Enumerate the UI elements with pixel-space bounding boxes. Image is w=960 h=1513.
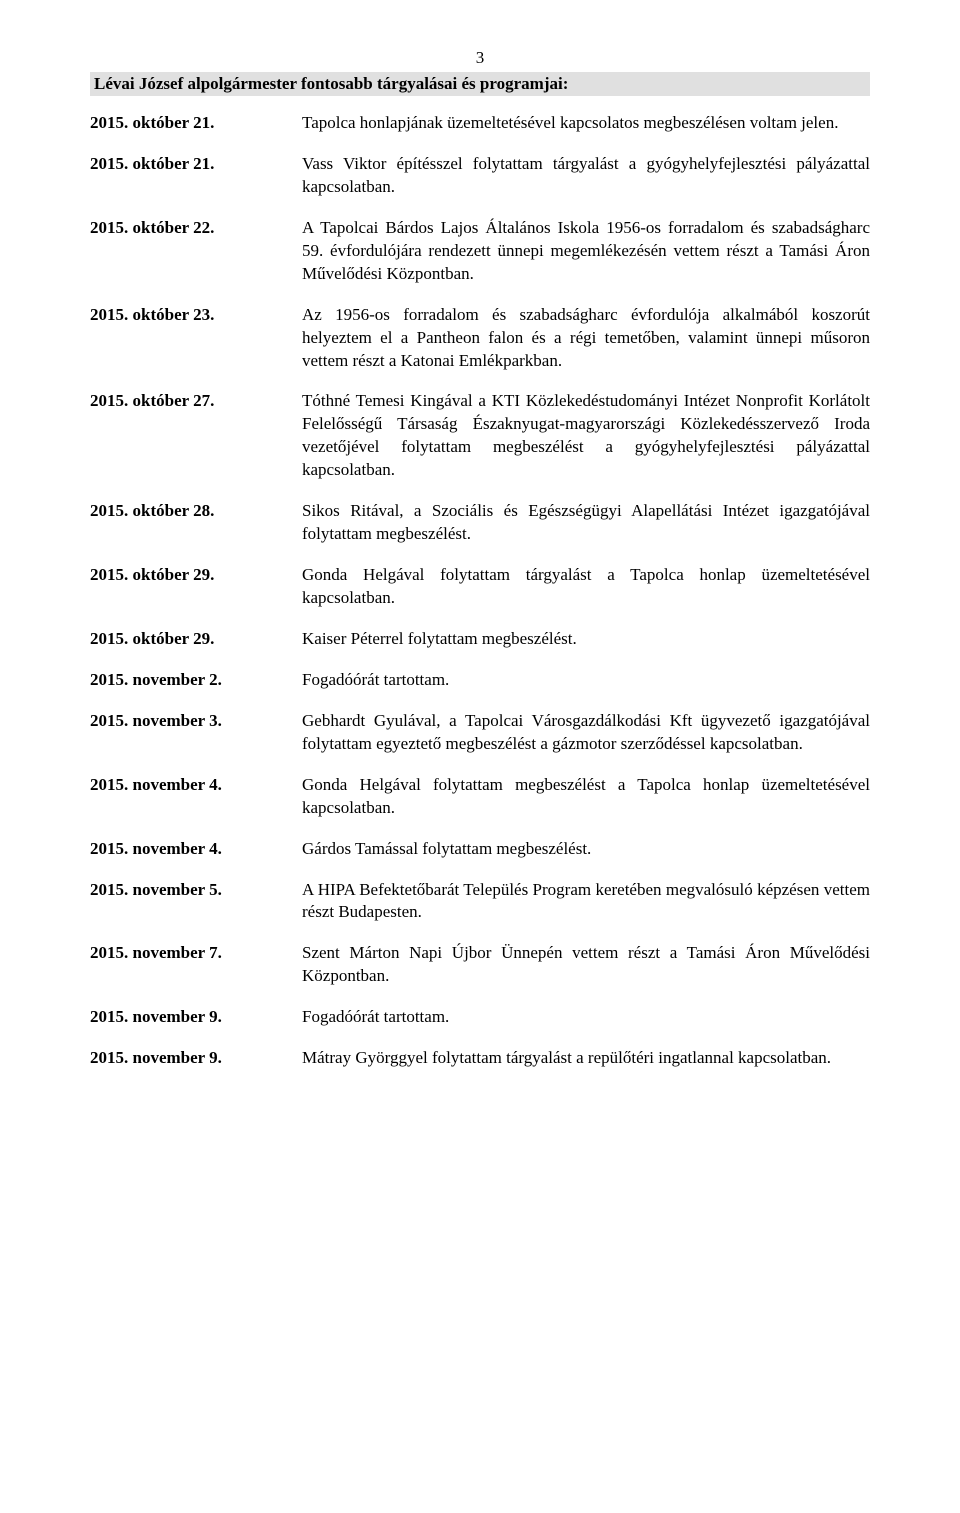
entry-row: 2015. november 7.Szent Márton Napi Újbor… xyxy=(90,942,870,988)
entry-text: Tapolca honlapjának üzemeltetésével kapc… xyxy=(302,112,870,135)
entry-date: 2015. október 29. xyxy=(90,628,302,651)
entry-row: 2015. november 3.Gebhardt Gyulával, a Ta… xyxy=(90,710,870,756)
entry-text: Gonda Helgával folytattam megbeszélést a… xyxy=(302,774,870,820)
entry-row: 2015. november 4.Gonda Helgával folytatt… xyxy=(90,774,870,820)
entry-date: 2015. október 23. xyxy=(90,304,302,327)
entry-row: 2015. november 9.Mátray Györggyel folyta… xyxy=(90,1047,870,1070)
entry-row: 2015. október 27.Tóthné Temesi Kingával … xyxy=(90,390,870,482)
entry-date: 2015. november 5. xyxy=(90,879,302,902)
entry-row: 2015. október 21.Tapolca honlapjának üze… xyxy=(90,112,870,135)
entry-date: 2015. október 29. xyxy=(90,564,302,587)
entry-text: Gárdos Tamással folytattam megbeszélést. xyxy=(302,838,870,861)
entry-row: 2015. november 4.Gárdos Tamással folytat… xyxy=(90,838,870,861)
entry-row: 2015. október 29.Gonda Helgával folytatt… xyxy=(90,564,870,610)
entry-row: 2015. október 28.Sikos Ritával, a Szociá… xyxy=(90,500,870,546)
entry-date: 2015. október 21. xyxy=(90,112,302,135)
entry-row: 2015. október 29.Kaiser Péterrel folytat… xyxy=(90,628,870,651)
entry-date: 2015. november 7. xyxy=(90,942,302,965)
entry-date: 2015. október 27. xyxy=(90,390,302,413)
entry-row: 2015. november 9.Fogadóórát tartottam. xyxy=(90,1006,870,1029)
page-number: 3 xyxy=(90,48,870,68)
entry-date: 2015. november 9. xyxy=(90,1006,302,1029)
entry-date: 2015. október 28. xyxy=(90,500,302,523)
entry-text: Tóthné Temesi Kingával a KTI Közlekedést… xyxy=(302,390,870,482)
entry-text: Sikos Ritával, a Szociális és Egészségüg… xyxy=(302,500,870,546)
entry-date: 2015. október 22. xyxy=(90,217,302,240)
entry-date: 2015. október 21. xyxy=(90,153,302,176)
entry-text: Fogadóórát tartottam. xyxy=(302,1006,870,1029)
entries-list: 2015. október 21.Tapolca honlapjának üze… xyxy=(90,112,870,1070)
entry-date: 2015. november 2. xyxy=(90,669,302,692)
entry-text: A HIPA Befektetőbarát Település Program … xyxy=(302,879,870,925)
entry-text: Szent Márton Napi Újbor Ünnepén vettem r… xyxy=(302,942,870,988)
entry-text: Gebhardt Gyulával, a Tapolcai Városgazdá… xyxy=(302,710,870,756)
entry-text: A Tapolcai Bárdos Lajos Általános Iskola… xyxy=(302,217,870,286)
entry-text: Gonda Helgával folytattam tárgyalást a T… xyxy=(302,564,870,610)
entry-row: 2015. november 5.A HIPA Befektetőbarát T… xyxy=(90,879,870,925)
entry-date: 2015. november 3. xyxy=(90,710,302,733)
document-page: 3 Lévai József alpolgármester fontosabb … xyxy=(0,0,960,1148)
entry-text: Az 1956-os forradalom és szabadságharc é… xyxy=(302,304,870,373)
entry-date: 2015. november 4. xyxy=(90,774,302,797)
entry-row: 2015. október 21.Vass Viktor építésszel … xyxy=(90,153,870,199)
entry-row: 2015. október 23.Az 1956-os forradalom é… xyxy=(90,304,870,373)
entry-text: Mátray Györggyel folytattam tárgyalást a… xyxy=(302,1047,870,1070)
entry-date: 2015. november 9. xyxy=(90,1047,302,1070)
entry-text: Kaiser Péterrel folytattam megbeszélést. xyxy=(302,628,870,651)
entry-row: 2015. november 2.Fogadóórát tartottam. xyxy=(90,669,870,692)
entry-text: Fogadóórát tartottam. xyxy=(302,669,870,692)
entry-date: 2015. november 4. xyxy=(90,838,302,861)
entry-text: Vass Viktor építésszel folytattam tárgya… xyxy=(302,153,870,199)
section-title: Lévai József alpolgármester fontosabb tá… xyxy=(90,72,870,96)
entry-row: 2015. október 22.A Tapolcai Bárdos Lajos… xyxy=(90,217,870,286)
